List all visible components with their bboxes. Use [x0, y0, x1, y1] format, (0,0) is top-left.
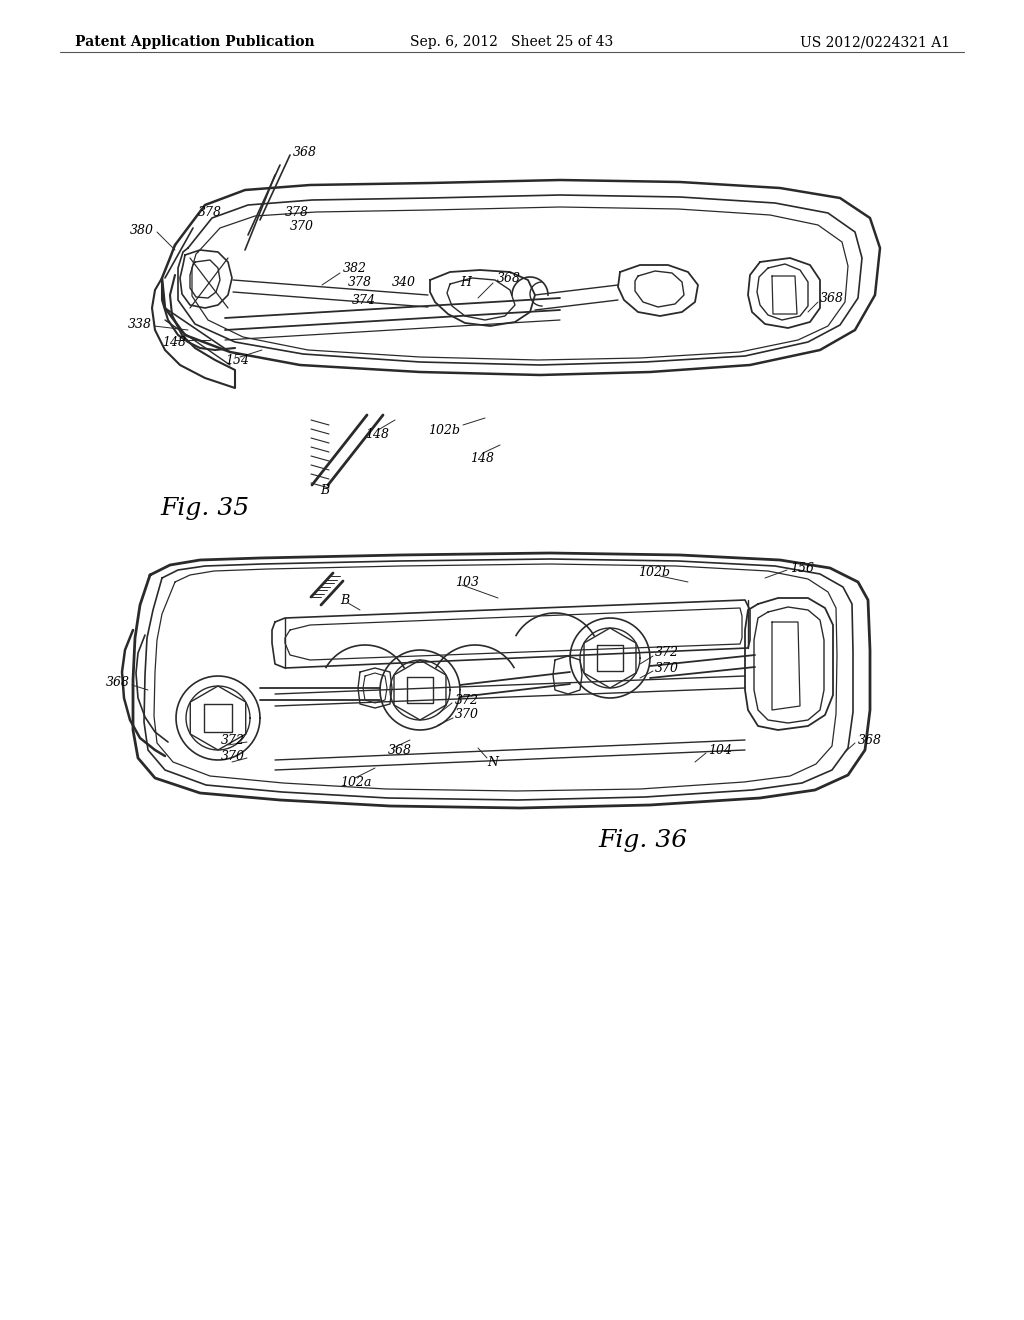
Text: H: H	[460, 276, 471, 289]
Text: 370: 370	[290, 219, 314, 232]
Text: 370: 370	[655, 661, 679, 675]
Text: 368: 368	[388, 743, 412, 756]
Text: 156: 156	[790, 561, 814, 574]
Text: Sep. 6, 2012   Sheet 25 of 43: Sep. 6, 2012 Sheet 25 of 43	[411, 36, 613, 49]
Text: 374: 374	[352, 293, 376, 306]
Text: 378: 378	[348, 276, 372, 289]
Text: Patent Application Publication: Patent Application Publication	[75, 36, 314, 49]
Text: 340: 340	[392, 276, 416, 289]
Text: 368: 368	[858, 734, 882, 747]
Text: Fig. 36: Fig. 36	[598, 829, 687, 851]
Text: 154: 154	[225, 354, 249, 367]
Text: 382: 382	[343, 261, 367, 275]
Text: 104: 104	[708, 743, 732, 756]
Text: US 2012/0224321 A1: US 2012/0224321 A1	[800, 36, 950, 49]
Text: 368: 368	[497, 272, 521, 285]
Text: 338: 338	[128, 318, 152, 331]
Text: B: B	[319, 483, 329, 496]
Text: 372: 372	[655, 647, 679, 660]
Text: 368: 368	[106, 676, 130, 689]
Text: 102b: 102b	[638, 566, 670, 579]
Text: Fig. 35: Fig. 35	[160, 496, 249, 520]
Text: 148: 148	[365, 429, 389, 441]
Text: 102a: 102a	[340, 776, 372, 788]
Text: 102b: 102b	[428, 424, 460, 437]
Text: 370: 370	[455, 709, 479, 722]
Text: 378: 378	[285, 206, 309, 219]
Text: B: B	[340, 594, 349, 606]
Text: 380: 380	[130, 223, 154, 236]
Text: 148: 148	[470, 451, 494, 465]
Text: 148: 148	[162, 335, 186, 348]
Text: 368: 368	[820, 292, 844, 305]
Text: 372: 372	[455, 693, 479, 706]
Text: N: N	[487, 755, 498, 768]
Text: 368: 368	[293, 145, 317, 158]
Text: 378: 378	[198, 206, 222, 219]
Text: 372: 372	[221, 734, 245, 747]
Text: 370: 370	[221, 750, 245, 763]
Text: 103: 103	[455, 576, 479, 589]
